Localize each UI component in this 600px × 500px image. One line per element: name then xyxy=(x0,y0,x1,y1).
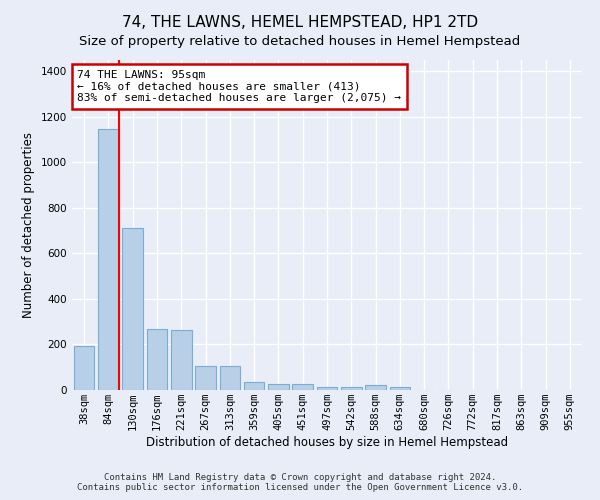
Bar xyxy=(292,384,313,390)
Bar xyxy=(389,387,410,390)
Bar xyxy=(341,387,362,390)
Bar xyxy=(146,328,167,390)
Bar xyxy=(195,366,216,390)
Bar xyxy=(171,330,191,390)
Text: 74, THE LAWNS, HEMEL HEMPSTEAD, HP1 2TD: 74, THE LAWNS, HEMEL HEMPSTEAD, HP1 2TD xyxy=(122,15,478,30)
Text: Size of property relative to detached houses in Hemel Hempstead: Size of property relative to detached ho… xyxy=(79,35,521,48)
Bar xyxy=(122,228,143,390)
Bar xyxy=(244,382,265,390)
Text: 74 THE LAWNS: 95sqm
← 16% of detached houses are smaller (413)
83% of semi-detac: 74 THE LAWNS: 95sqm ← 16% of detached ho… xyxy=(77,70,401,103)
Y-axis label: Number of detached properties: Number of detached properties xyxy=(22,132,35,318)
Bar xyxy=(317,387,337,390)
Bar xyxy=(74,346,94,390)
Bar xyxy=(220,366,240,390)
Bar xyxy=(268,384,289,390)
Bar xyxy=(98,130,119,390)
Bar xyxy=(365,386,386,390)
Text: Contains HM Land Registry data © Crown copyright and database right 2024.
Contai: Contains HM Land Registry data © Crown c… xyxy=(77,473,523,492)
X-axis label: Distribution of detached houses by size in Hemel Hempstead: Distribution of detached houses by size … xyxy=(146,436,508,449)
